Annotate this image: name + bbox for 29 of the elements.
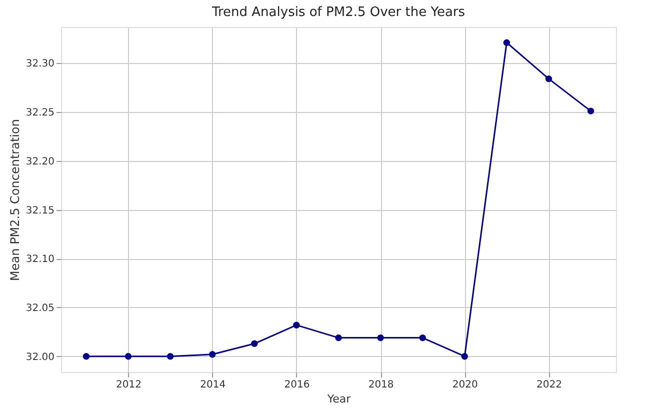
point bbox=[377, 334, 384, 342]
x-axis-title: Year bbox=[326, 392, 352, 406]
point bbox=[166, 353, 174, 360]
y-tick-label: 32.10 bbox=[26, 254, 54, 266]
y-tick-label: 32.20 bbox=[26, 156, 54, 168]
point bbox=[461, 353, 468, 360]
y-tick-label: 32.15 bbox=[26, 205, 54, 216]
x-tick-label: 2014 bbox=[200, 380, 226, 390]
x-tick-label: 2018 bbox=[368, 380, 394, 390]
point bbox=[587, 108, 594, 114]
point bbox=[293, 322, 300, 328]
x-tick-label: 2012 bbox=[116, 380, 142, 390]
x-tick-label: 2020 bbox=[452, 380, 478, 390]
x-tick-label: 2022 bbox=[536, 380, 562, 390]
chart-title: Trend Analysis of PM2.5 Over the Years bbox=[210, 5, 466, 20]
point bbox=[251, 340, 258, 348]
point bbox=[124, 353, 132, 360]
point bbox=[82, 353, 90, 360]
point bbox=[209, 351, 216, 358]
point bbox=[335, 334, 342, 342]
y-tick-label: 32.05 bbox=[26, 302, 54, 314]
x-tick-label: 2016 bbox=[284, 380, 310, 390]
y-tick-label: 32.00 bbox=[26, 352, 54, 363]
y-tick-label: 32.25 bbox=[26, 108, 54, 119]
y-tick-label: 32.30 bbox=[26, 58, 54, 70]
point bbox=[419, 334, 426, 342]
y-axis-title: Mean PM2.5 Concentration bbox=[8, 119, 22, 281]
point bbox=[545, 75, 552, 82]
point bbox=[503, 39, 510, 46]
